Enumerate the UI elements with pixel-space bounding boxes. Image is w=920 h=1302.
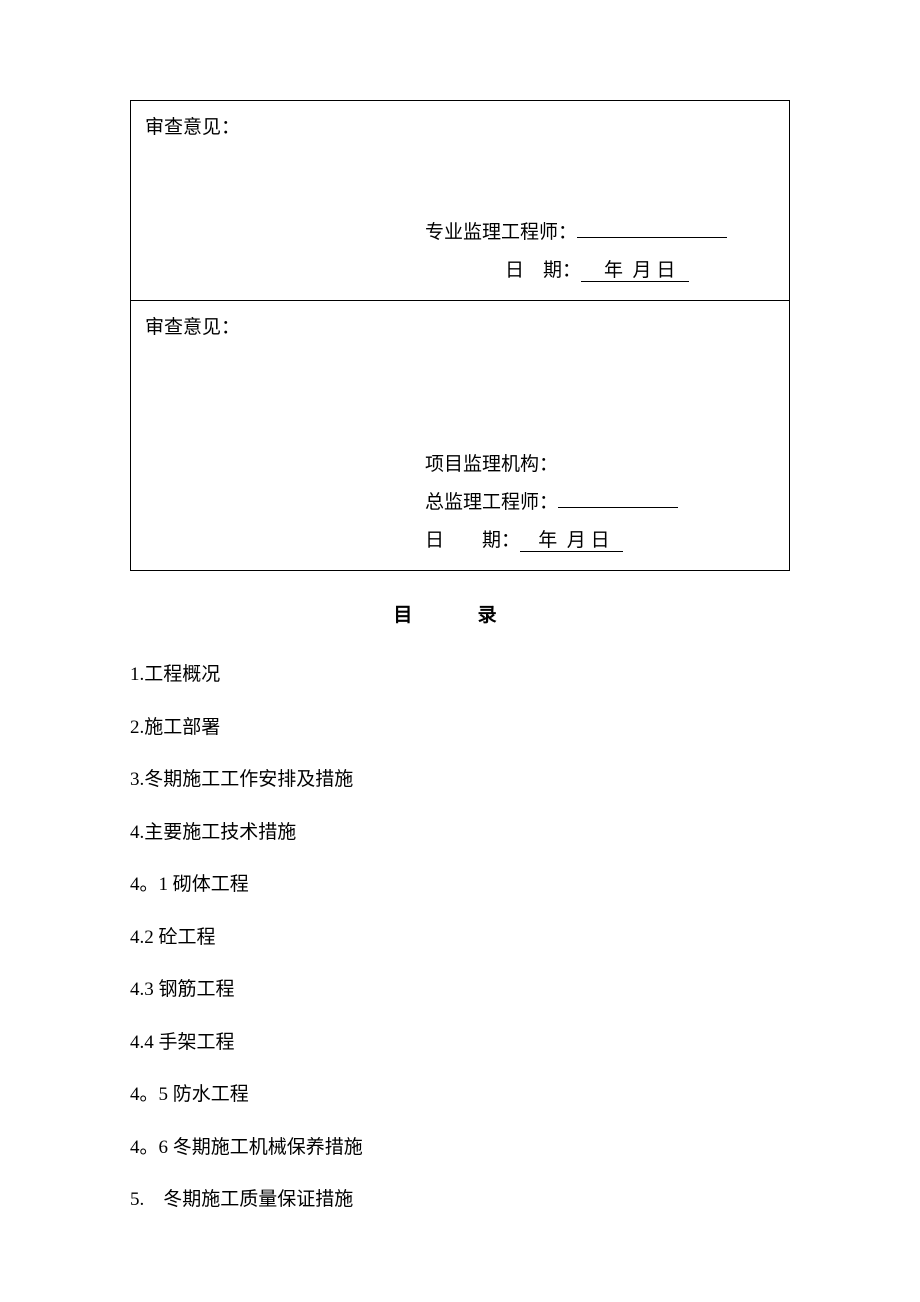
date-char1-1: 日 [505, 260, 524, 281]
toc-item: 4。6 冬期施工机械保养措施 [130, 1134, 790, 1163]
chief-signature-line: 总监理工程师： [145, 484, 775, 522]
org-label: 项目监理机构： [425, 454, 558, 475]
toc-item: 4.2 砼工程 [130, 924, 790, 953]
toc-title: 目 录 [130, 601, 790, 631]
toc-item: 4。5 防水工程 [130, 1081, 790, 1110]
signature-block-1: 专业监理工程师： 日 期： 年 月 日 [131, 214, 789, 290]
date-char2-2: 期： [482, 530, 520, 551]
org-line: 项目监理机构： [145, 446, 775, 484]
signature-block-2: 项目监理机构： 总监理工程师： 日 期： 年 月 日 [131, 446, 789, 560]
date-char1-2: 日 [425, 530, 444, 551]
date-line-1: 日 期： 年 月 日 [145, 252, 775, 290]
chief-value-underline [558, 489, 678, 508]
engineer-value-underline [577, 219, 727, 238]
date-year-1: 年 月 日 [581, 260, 689, 282]
chief-label: 总监理工程师： [425, 492, 558, 513]
toc-item: 5. 冬期施工质量保证措施 [130, 1186, 790, 1215]
toc-item: 4.4 手架工程 [130, 1029, 790, 1058]
opinion-label-1: 审查意见： [145, 113, 775, 143]
date-line-2: 日 期： 年 月 日 [145, 522, 775, 560]
toc-item: 3.冬期施工工作安排及措施 [130, 766, 790, 795]
date-year-2: 年 月 日 [520, 530, 623, 552]
review-cell-2: 审查意见： 项目监理机构： 总监理工程师： 日 期： 年 月 日 [131, 301, 790, 571]
date-char2-1: 期： [543, 260, 581, 281]
toc-item: 1.工程概况 [130, 661, 790, 690]
toc-list: 1.工程概况 2.施工部署 3.冬期施工工作安排及措施 4.主要施工技术措施 4… [130, 661, 790, 1215]
review-form-table: 审查意见： 专业监理工程师： 日 期： 年 月 日 审查意见： 项目监理机构： … [130, 100, 790, 571]
engineer-signature-line: 专业监理工程师： [145, 214, 775, 252]
opinion-label-2: 审查意见： [145, 313, 775, 343]
review-cell-1: 审查意见： 专业监理工程师： 日 期： 年 月 日 [131, 101, 790, 301]
toc-item: 4.主要施工技术措施 [130, 819, 790, 848]
engineer-label: 专业监理工程师： [425, 222, 577, 243]
toc-item: 2.施工部署 [130, 714, 790, 743]
toc-item: 4.3 钢筋工程 [130, 976, 790, 1005]
toc-item: 4。1 砌体工程 [130, 871, 790, 900]
